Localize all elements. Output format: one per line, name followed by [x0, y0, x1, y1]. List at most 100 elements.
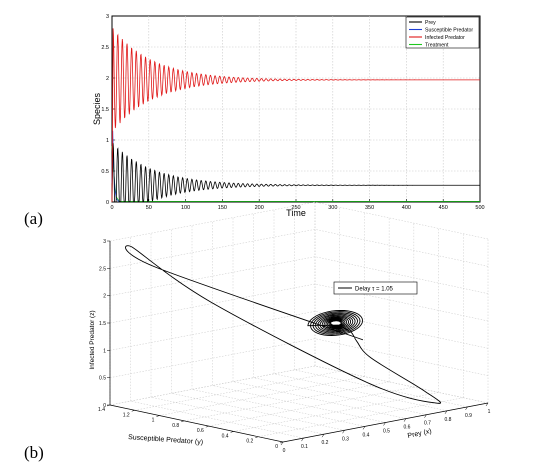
- z-tick-label: 0.5: [99, 376, 106, 382]
- x-tick-label: 0.7: [424, 421, 431, 427]
- y-tick-label: 0: [106, 200, 109, 206]
- z-tick-label: 1.5: [99, 321, 106, 327]
- grid-line: [191, 389, 366, 427]
- x-tick-label: 350: [365, 205, 374, 211]
- plot-b-ylabel: Susceptible Predator (y): [128, 434, 203, 446]
- panel-b: 0 0.1 0.2 0.3 0.4 0.5 0.6 0.7 0.8 0.9 1 0 0.2 0.4 0.6…: [24, 201, 491, 462]
- series-line-infected-predator: [111, 28, 481, 203]
- grid-line: [134, 371, 340, 411]
- x-tick-label: 0.2: [322, 440, 329, 446]
- plot-b-legend-box: [333, 281, 418, 295]
- legend-label: Treatment: [425, 43, 449, 49]
- plot-b-grid: [109, 201, 489, 443]
- y-tick: [230, 431, 234, 433]
- plot-a-y-ticks: 0 0.5 1 1.5 2 2.5 3: [101, 14, 115, 206]
- legend-label: Prey: [425, 20, 436, 26]
- y-tick: [181, 420, 185, 423]
- y-tick: [279, 441, 284, 444]
- x-tick-label: 300: [328, 205, 337, 211]
- y-tick-label: 3: [106, 14, 109, 20]
- plot-a-grid: [112, 16, 480, 202]
- grid-line: [232, 381, 407, 419]
- y-tick-label: 2: [106, 76, 109, 82]
- x-tick-label: 400: [402, 205, 411, 211]
- y-tick-label: 0.6: [197, 428, 204, 434]
- y-tick-label: 1: [106, 138, 109, 144]
- plot-b-y-ticks: 0 0.2 0.4 0.6 0.8 1 1.2 1.4: [98, 404, 284, 450]
- grid-line: [314, 256, 489, 294]
- z-tick-label: 2: [103, 294, 106, 300]
- x-tick-label: 0.8: [445, 417, 452, 423]
- y-tick: [255, 436, 259, 438]
- plot-a-ylabel: Species: [92, 92, 102, 125]
- panel-a-label: (a): [24, 209, 43, 228]
- x-tick: [362, 426, 366, 430]
- plot-b-zlabel: Infected Predator (z): [89, 310, 96, 369]
- y-tick-label: 0.5: [101, 169, 109, 175]
- y-tick-label: 2.5: [101, 45, 109, 51]
- plot-b-z-ticks: 0 0.5 1 1.5 2 2.5 3: [99, 239, 110, 409]
- x-tick-label: 450: [439, 205, 448, 211]
- x-tick-label: 0: [283, 448, 286, 454]
- y-tick-label: 0.8: [172, 423, 179, 429]
- x-tick: [342, 430, 345, 434]
- x-tick-label: 50: [146, 205, 152, 211]
- plot-b-series: [125, 245, 442, 404]
- z-tick-label: 3: [103, 239, 106, 245]
- y-tick: [131, 410, 135, 412]
- grid-line: [184, 381, 390, 422]
- panel-a: 0 50 100 150 200 250 300 350 400 450 500 0 0.5 1 1.5 2…: [24, 14, 485, 228]
- plot-a-xlabel: Time: [286, 208, 306, 218]
- legend-label: Infected Predator: [425, 35, 465, 41]
- x-tick: [383, 422, 386, 426]
- plot-a-series: [111, 28, 481, 203]
- y-tick-label: 1.5: [101, 107, 109, 113]
- y-axis: [109, 404, 284, 443]
- x-tick: [403, 418, 407, 422]
- plot-b-legend-label: Delay τ = 1.05: [355, 287, 394, 293]
- x-tick-label: 100: [181, 205, 190, 211]
- x-tick-label: 250: [291, 205, 300, 211]
- plot-b-legend: Delay τ = 1.05: [333, 281, 418, 295]
- x-tick: [465, 406, 468, 411]
- x-tick-label: 500: [475, 205, 484, 211]
- grid-line: [150, 396, 325, 435]
- series-line-prey: [111, 143, 480, 203]
- x-tick-label: 200: [255, 205, 264, 211]
- x-tick-label: 0: [110, 205, 113, 211]
- x-tick: [485, 402, 489, 407]
- x-tick-label: 150: [218, 205, 227, 211]
- x-tick-label: 0.6: [404, 425, 411, 431]
- panel-b-label: (b): [24, 443, 44, 462]
- x-tick: [280, 441, 284, 446]
- y-tick: [156, 415, 160, 417]
- x-tick: [321, 434, 325, 438]
- grid-line: [253, 377, 427, 415]
- y-tick-label: 0.2: [246, 439, 253, 445]
- plot-b-xlabel: Prey (x): [407, 428, 432, 440]
- legend-label: Susceptible Predator: [425, 28, 473, 34]
- grid-line: [314, 338, 489, 376]
- trajectory-line: [125, 245, 442, 404]
- x-tick: [424, 414, 427, 418]
- x-tick: [444, 410, 448, 414]
- y-tick-label: 0.4: [222, 433, 229, 439]
- grid-line: [130, 400, 304, 439]
- grid-line: [314, 229, 489, 267]
- grid-line: [314, 365, 489, 404]
- z-tick-label: 0: [103, 403, 106, 409]
- y-tick-label: 1.2: [123, 412, 130, 418]
- y-tick-label: 1.4: [98, 407, 105, 413]
- x-tick-label: 0.5: [383, 429, 390, 435]
- grid-line: [273, 373, 448, 412]
- grid-line: [212, 385, 386, 423]
- x-tick-label: 0.3: [342, 436, 349, 442]
- x-tick: [301, 437, 304, 442]
- z-tick-label: 2.5: [99, 266, 106, 272]
- x-tick-label: 1: [488, 409, 491, 415]
- y-tick: [205, 425, 209, 428]
- z-tick-label: 1: [103, 348, 106, 354]
